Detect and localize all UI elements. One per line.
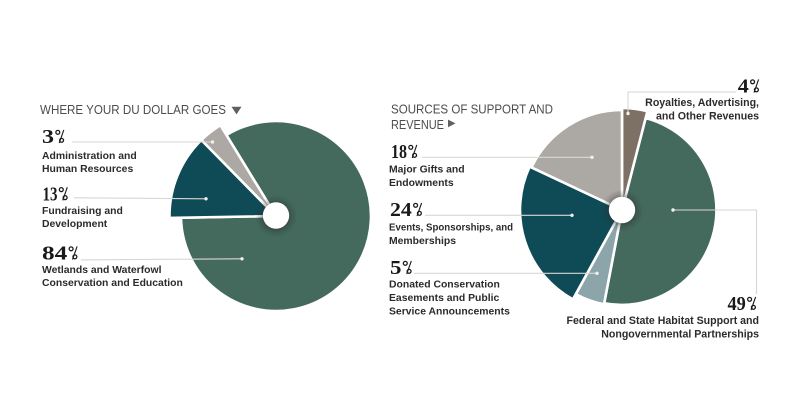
svg-text:49: 49 bbox=[728, 293, 746, 315]
svg-text:Easements and Public: Easements and Public bbox=[389, 293, 500, 304]
svg-text:Wetlands and Waterfowl: Wetlands and Waterfowl bbox=[42, 265, 162, 276]
svg-text:Fundraising and: Fundraising and bbox=[42, 206, 123, 217]
svg-text:18: 18 bbox=[391, 141, 407, 163]
svg-text:24: 24 bbox=[390, 199, 412, 221]
svg-text:WHERE YOUR DU DOLLAR GOES: WHERE YOUR DU DOLLAR GOES bbox=[40, 102, 226, 117]
svg-text:SOURCES OF SUPPORT AND: SOURCES OF SUPPORT AND bbox=[391, 102, 553, 117]
svg-text:Royalties, Advertising,: Royalties, Advertising, bbox=[645, 97, 759, 109]
svg-text:Administration and: Administration and bbox=[42, 151, 137, 162]
svg-text:Service Announcements: Service Announcements bbox=[389, 307, 510, 318]
svg-text:Development: Development bbox=[42, 219, 108, 230]
svg-text:and Other Revenues: and Other Revenues bbox=[656, 111, 759, 123]
svg-text:REVENUE: REVENUE bbox=[391, 117, 444, 132]
svg-text:Human Resources: Human Resources bbox=[42, 164, 133, 175]
svg-text:Federal and State Habitat Supp: Federal and State Habitat Support and bbox=[567, 315, 759, 327]
svg-text:Conservation and Education: Conservation and Education bbox=[42, 278, 183, 289]
svg-text:13: 13 bbox=[43, 183, 58, 205]
svg-text:Memberships: Memberships bbox=[389, 236, 456, 247]
svg-text:Endowments: Endowments bbox=[389, 178, 454, 189]
svg-text:Donated Conservation: Donated Conservation bbox=[389, 280, 500, 291]
svg-text:3: 3 bbox=[42, 126, 54, 148]
svg-text:4: 4 bbox=[738, 76, 749, 98]
svg-text:Major Gifts and: Major Gifts and bbox=[389, 165, 465, 176]
svg-text:Events, Sponsorships, and: Events, Sponsorships, and bbox=[389, 222, 513, 233]
svg-text:Nongovernmental Partnerships: Nongovernmental Partnerships bbox=[601, 329, 759, 341]
svg-text:5: 5 bbox=[390, 257, 402, 279]
svg-text:84: 84 bbox=[42, 243, 67, 265]
